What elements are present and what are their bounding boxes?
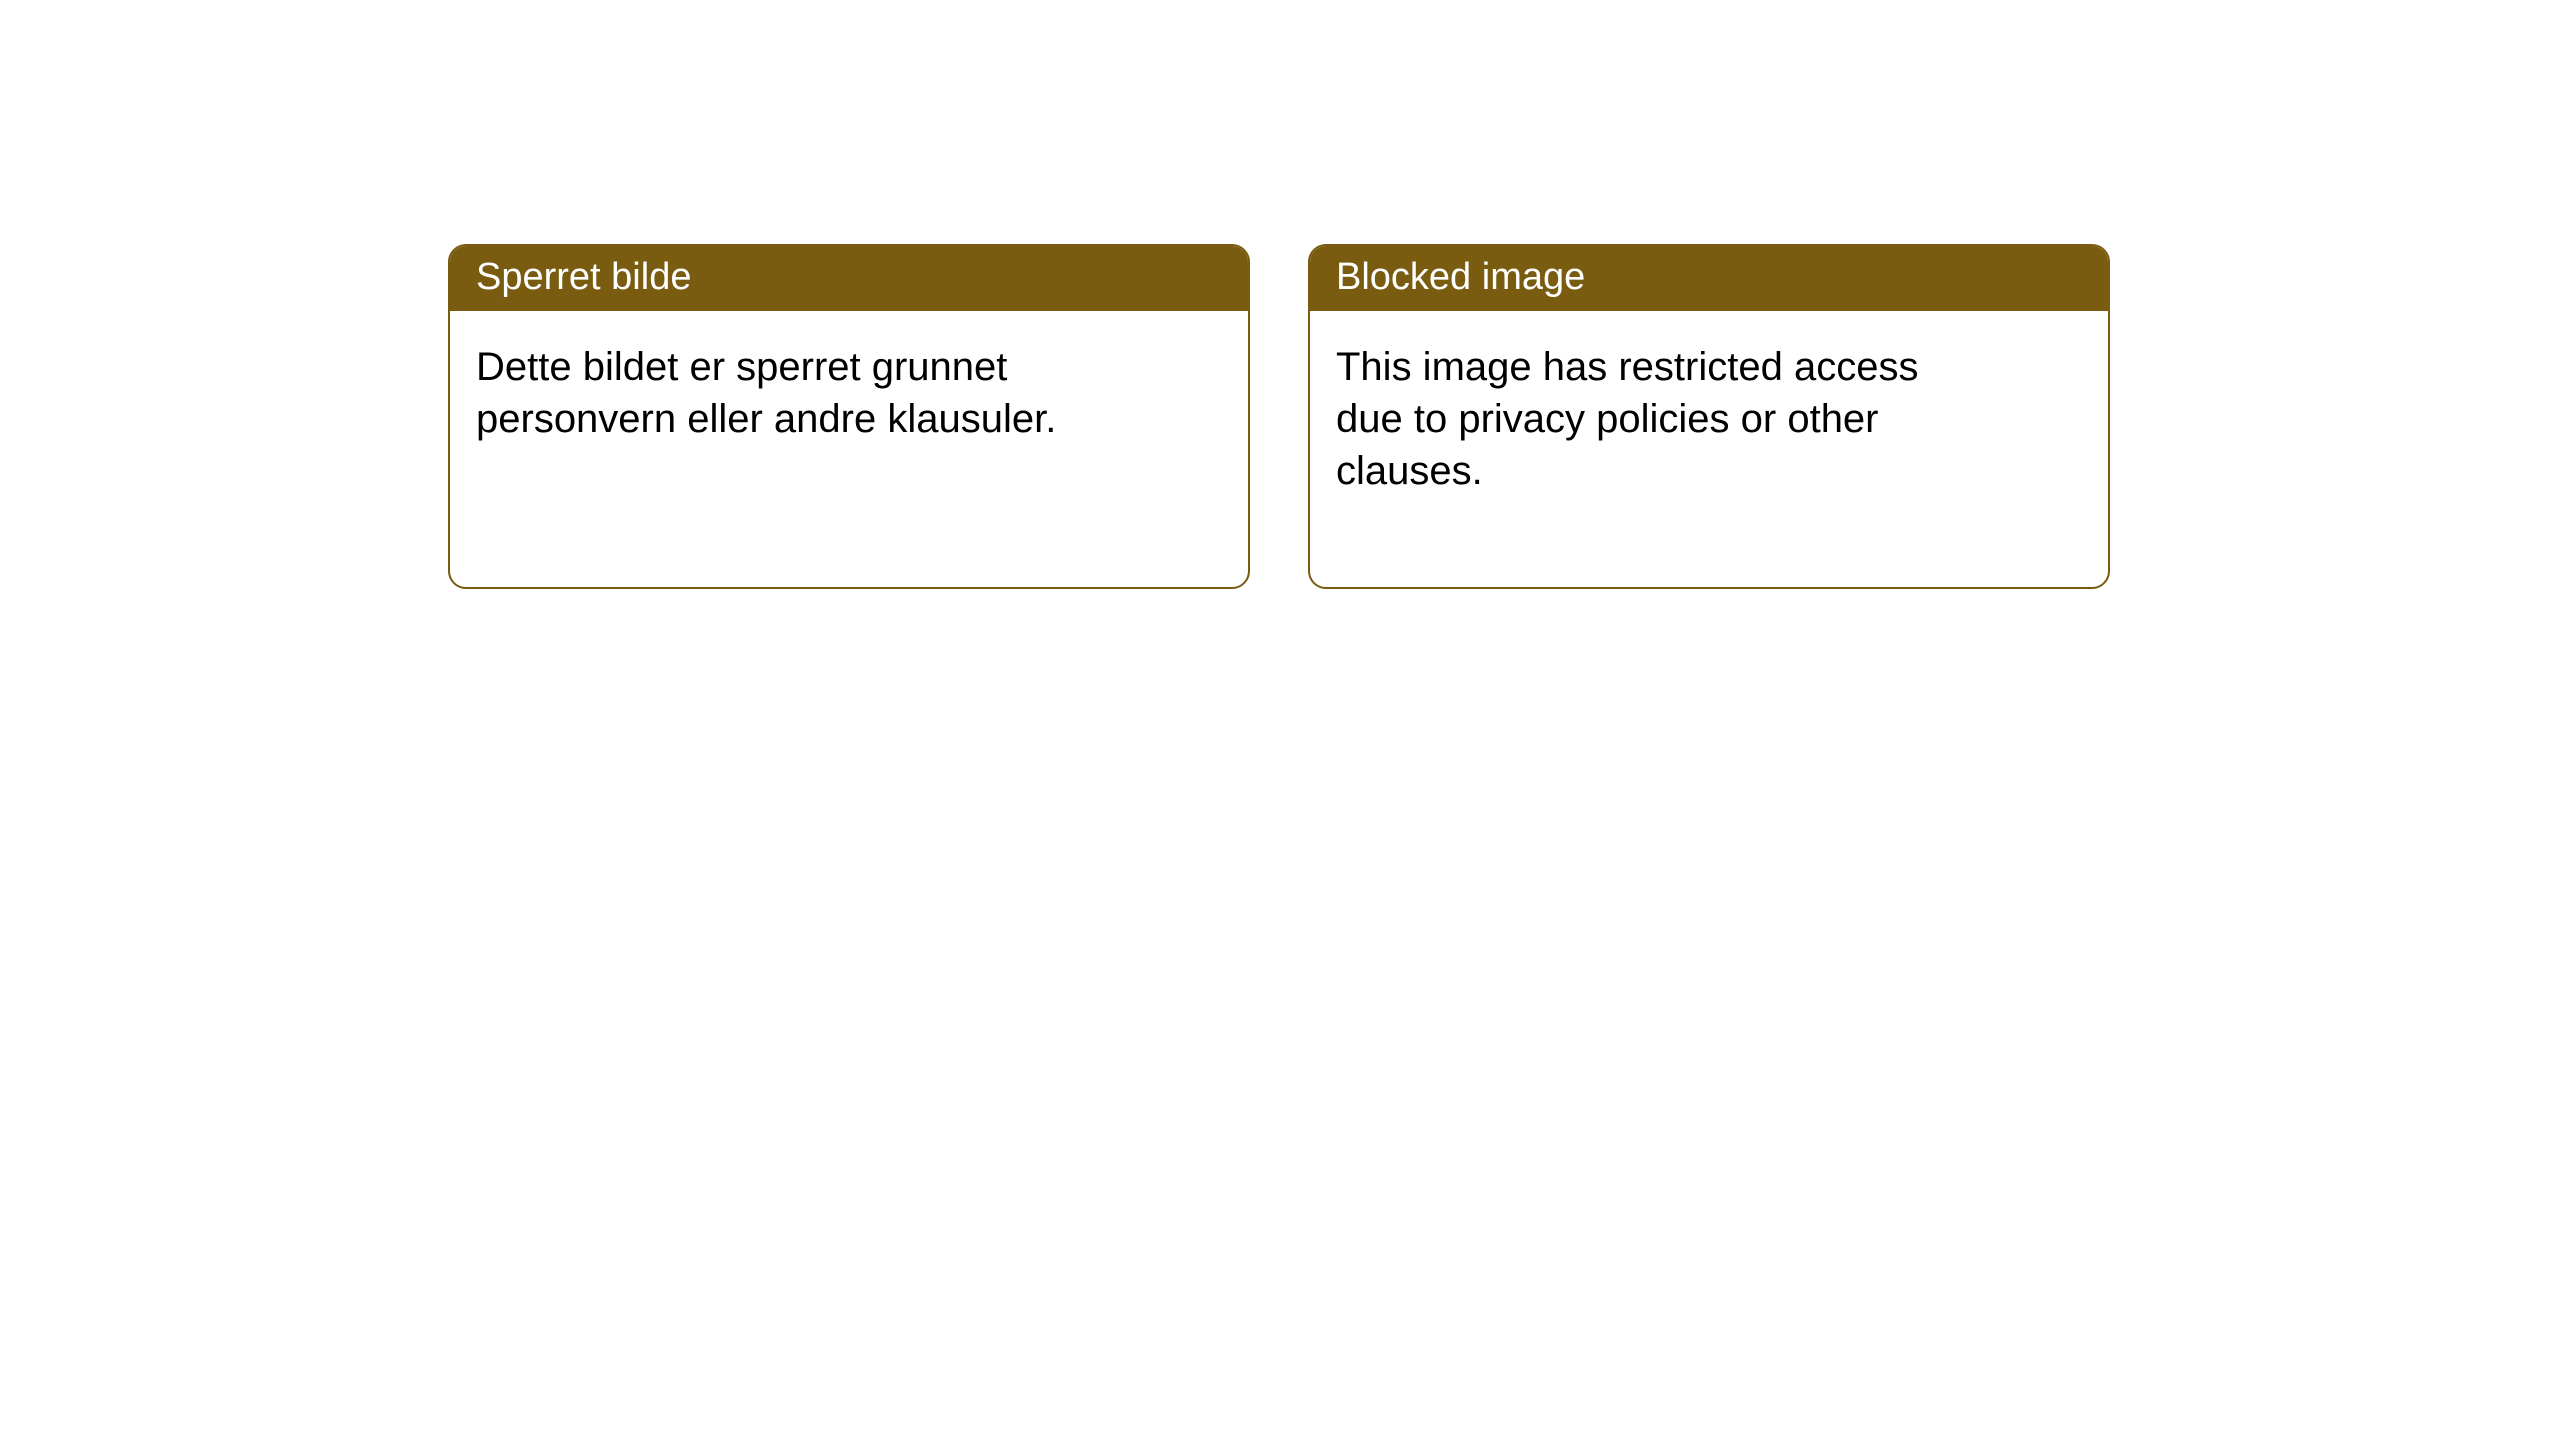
notice-body: Dette bildet er sperret grunnet personve… [450, 311, 1150, 535]
notice-card-english: Blocked image This image has restricted … [1308, 244, 2110, 589]
notice-body-text: Dette bildet er sperret grunnet personve… [476, 345, 1056, 441]
notice-container: Sperret bilde Dette bildet er sperret gr… [0, 0, 2560, 589]
notice-card-norwegian: Sperret bilde Dette bildet er sperret gr… [448, 244, 1250, 589]
notice-header: Sperret bilde [450, 246, 1248, 311]
notice-header: Blocked image [1310, 246, 2108, 311]
notice-body: This image has restricted access due to … [1310, 311, 2010, 587]
notice-title: Blocked image [1336, 256, 1585, 298]
notice-body-text: This image has restricted access due to … [1336, 345, 1918, 493]
notice-title: Sperret bilde [476, 256, 691, 298]
